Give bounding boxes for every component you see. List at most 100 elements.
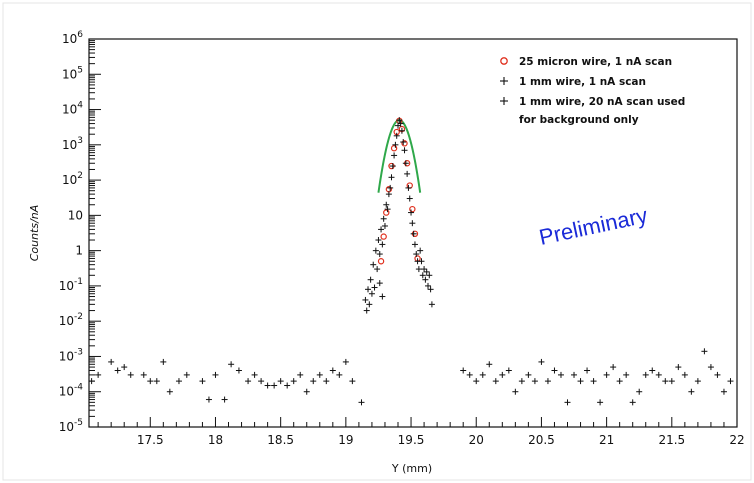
data-point-plus <box>205 396 212 403</box>
data-point-plus <box>649 367 656 374</box>
data-point-plus <box>538 358 545 365</box>
data-point-plus <box>153 378 160 385</box>
data-point-plus <box>387 184 394 191</box>
data-point-plus <box>342 358 349 365</box>
data-point-plus <box>636 388 643 395</box>
data-point-plus <box>379 241 386 248</box>
data-point-plus <box>121 364 128 371</box>
data-point-plus <box>426 272 433 279</box>
data-point-plus <box>413 251 420 258</box>
data-point-plus <box>727 378 734 385</box>
legend-marker-plus-1 <box>500 77 508 85</box>
data-point-plus <box>379 293 386 300</box>
data-point-plus <box>271 382 278 389</box>
data-point-circle <box>390 145 398 152</box>
x-tick-label: 19.5 <box>398 433 425 447</box>
data-point-plus <box>518 378 525 385</box>
data-point-plus <box>147 378 154 385</box>
data-point-circle <box>409 205 416 213</box>
data-point-plus <box>368 290 375 297</box>
data-point-plus <box>421 266 428 273</box>
data-point-plus <box>392 141 399 148</box>
data-point-plus <box>362 296 369 303</box>
data-point-plus <box>336 371 343 378</box>
data-point-plus <box>349 378 356 385</box>
data-point-plus <box>303 388 310 395</box>
data-point-plus <box>375 237 382 244</box>
data-point-plus <box>410 230 417 237</box>
data-point-plus <box>183 371 190 378</box>
y-tick-label: 103 <box>62 136 83 152</box>
data-point-plus <box>108 358 115 365</box>
data-point-plus <box>564 399 571 406</box>
y-tick-label: 105 <box>62 65 83 81</box>
data-point-plus <box>323 378 330 385</box>
data-point-plus <box>415 266 422 273</box>
data-point-plus <box>388 174 395 181</box>
x-tick-label: 20.5 <box>528 433 555 447</box>
legend-entry-3: 1 mm wire, 20 nA scan used <box>519 96 685 108</box>
data-point-plus <box>557 371 564 378</box>
y-tick-label: 10-4 <box>59 383 84 399</box>
data-point-plus <box>694 378 701 385</box>
data-point-plus <box>284 382 291 389</box>
x-tick-label: 21.5 <box>658 433 685 447</box>
data-point-plus <box>371 284 378 291</box>
data-point-plus <box>160 358 167 365</box>
data-point-plus <box>400 139 407 146</box>
data-point-plus <box>290 378 297 385</box>
x-axis: 17.5 18 18.5 19 19.5 20 20.5 21 21.5 22 <box>97 417 745 447</box>
legend-entry-2: 1 mm wire, 1 nA scan <box>519 76 646 88</box>
data-point-plus <box>486 361 493 368</box>
data-point-plus <box>264 382 271 389</box>
data-point-plus <box>297 371 304 378</box>
data-point-circle <box>401 140 408 147</box>
data-point-plus <box>365 286 372 293</box>
data-point-plus <box>642 371 649 378</box>
data-point-plus <box>114 367 121 374</box>
data-point-plus <box>525 371 532 378</box>
data-point-plus <box>428 301 435 308</box>
data-point-plus <box>370 261 377 268</box>
data-point-plus <box>402 160 409 167</box>
y-tick-label: 102 <box>62 171 83 187</box>
data-point-plus <box>675 364 682 371</box>
data-point-plus <box>505 367 512 374</box>
data-point-plus <box>393 132 400 139</box>
data-point-plus <box>551 367 558 374</box>
legend-entry-4: for background only <box>519 114 639 126</box>
data-point-circle <box>383 209 390 216</box>
data-point-plus <box>391 152 398 159</box>
data-point-plus <box>668 378 675 385</box>
data-point-plus <box>389 163 396 170</box>
data-point-plus <box>701 348 708 355</box>
data-point-plus <box>316 371 323 378</box>
data-point-plus <box>95 371 102 378</box>
data-point-plus <box>366 301 373 308</box>
legend-entry-1: 25 micron wire, 1 nA scan <box>519 56 672 68</box>
data-point-plus <box>277 378 284 385</box>
data-point-plus <box>623 371 630 378</box>
data-point-plus <box>376 280 383 287</box>
data-point-plus <box>597 399 604 406</box>
data-point-plus <box>381 222 388 229</box>
y-axis-title: Counts/nA <box>28 205 41 262</box>
data-point-plus <box>396 117 403 124</box>
data-point-plus <box>235 367 242 374</box>
data-point-plus <box>417 247 424 254</box>
data-point-plus <box>479 371 486 378</box>
data-point-plus <box>358 399 365 406</box>
data-point-plus <box>499 371 506 378</box>
data-point-plus <box>408 209 415 216</box>
data-point-plus <box>424 282 431 289</box>
data-point-plus <box>720 388 727 395</box>
data-point-plus <box>398 127 405 134</box>
x-tick-label: 19 <box>338 433 353 447</box>
y-tick-label: 104 <box>62 101 83 117</box>
y-tick-label: 106 <box>62 30 83 46</box>
data-point-plus <box>251 371 258 378</box>
x-tick-label: 22 <box>729 433 744 447</box>
data-point-plus <box>714 371 721 378</box>
data-point-plus <box>383 201 390 208</box>
